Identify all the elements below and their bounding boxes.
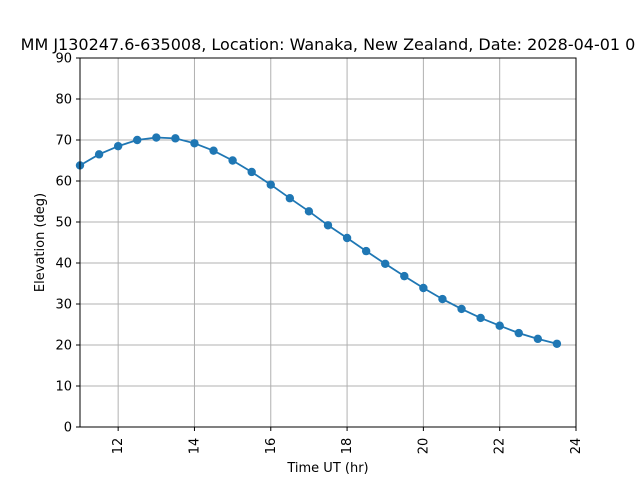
data-point [228, 156, 237, 165]
data-point [400, 271, 409, 281]
x-tick-label: 14 [187, 438, 202, 455]
y-tick-label: 20 [55, 339, 72, 354]
data-point [304, 207, 314, 216]
x-tick-label: 18 [340, 438, 355, 455]
y-tick-label: 10 [55, 380, 72, 395]
data-point [476, 313, 485, 323]
y-tick-label: 70 [55, 134, 72, 149]
x-tick-label: 24 [569, 438, 584, 455]
data-point [438, 294, 447, 304]
y-tick-label: 0 [64, 421, 72, 436]
plot-area [79, 57, 577, 428]
y-tick-label: 60 [55, 175, 72, 190]
series-line [79, 136, 558, 345]
data-point [552, 339, 562, 348]
series-elevation [75, 133, 562, 348]
y-tick-label: 30 [55, 298, 72, 313]
data-point [266, 180, 275, 189]
data-point [94, 150, 104, 159]
data-point [419, 283, 428, 293]
data-point [285, 194, 295, 203]
axis-ticks: 12 14 16 18 20 22 24 0 10 20 30 40 50 60 70 80 90 [55, 52, 584, 455]
x-tick-label: 16 [264, 438, 279, 455]
grid-lines [80, 57, 577, 428]
data-point [209, 146, 218, 155]
x-tick-label: 22 [493, 438, 508, 455]
y-axis-label: Elevation (deg) [33, 193, 48, 292]
data-point [152, 133, 161, 142]
data-point [342, 233, 352, 243]
data-point [190, 139, 199, 148]
data-point [457, 304, 466, 314]
data-point [533, 334, 543, 344]
data-point [361, 246, 371, 256]
x-tick-label: 20 [416, 438, 431, 455]
data-point [495, 321, 504, 330]
x-axis-label: Time UT (hr) [286, 461, 368, 476]
y-tick-label: 90 [55, 52, 72, 67]
data-point [133, 135, 142, 145]
data-point [171, 134, 180, 143]
data-point [323, 221, 333, 230]
data-point [247, 167, 256, 177]
chart-title: MM J130247.6-635008, Location: Wanaka, N… [21, 35, 636, 54]
data-point [381, 259, 390, 269]
y-tick-label: 80 [55, 93, 72, 108]
y-tick-label: 40 [55, 257, 72, 272]
data-point [113, 141, 123, 151]
x-tick-label: 12 [111, 438, 126, 455]
data-point [514, 328, 523, 338]
y-tick-label: 50 [55, 216, 72, 231]
